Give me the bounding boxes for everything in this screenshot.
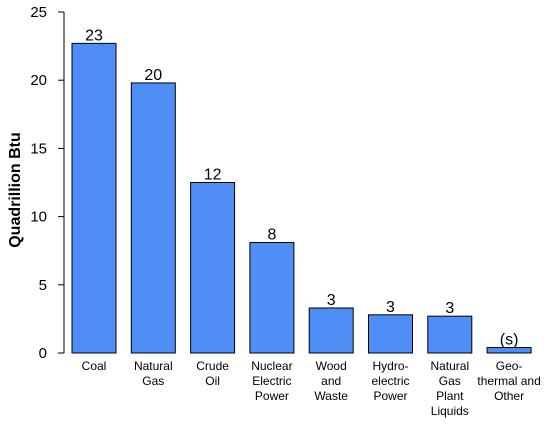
category-label: Natural Gas Plant Liquids [430, 359, 469, 418]
bar-value-label: 3 [386, 299, 395, 316]
category-label: Nuclear Electric Power [251, 359, 292, 403]
category-label-line: Natural [430, 359, 469, 373]
bar-value-label: 3 [445, 300, 454, 317]
y-tick-label: 0 [39, 345, 47, 362]
category-label-line: Coal [82, 359, 107, 373]
category-label-line: thermal and [477, 374, 540, 388]
y-axis-title: Quadrillion Btu [7, 132, 24, 248]
bar-value-label: 20 [144, 67, 162, 84]
bars [71, 42, 532, 354]
bar-value-label: 23 [85, 27, 103, 44]
category-label-line: Liquids [431, 404, 469, 418]
bar [71, 42, 117, 354]
category-label-line: Gas [439, 374, 461, 388]
category-label-line: Gas [142, 374, 164, 388]
bar [190, 182, 236, 354]
category-label-line: Crude [196, 359, 229, 373]
category-label-line: Oil [205, 374, 220, 388]
category-label-line: Power [255, 389, 289, 403]
y-tick-label: 15 [30, 140, 47, 157]
category-label: Coal [82, 359, 107, 373]
category-label-line: Geo- [496, 359, 523, 373]
bar [368, 314, 413, 354]
y-tick-label: 5 [39, 277, 47, 294]
bar-value-label: 8 [267, 227, 276, 244]
category-label-line: Plant [436, 389, 464, 403]
category-label-line: Power [373, 389, 407, 403]
y-tick-label: 20 [30, 72, 47, 89]
y-tick-label: 25 [30, 4, 47, 21]
bar-value-label: (s) [500, 332, 519, 349]
category-label-line: Waste [314, 389, 348, 403]
bar-value-label: 12 [204, 167, 222, 184]
category-label-line: Hydro- [372, 359, 408, 373]
category-label-line: Electric [252, 374, 291, 388]
category-label: Natural Gas [134, 359, 173, 388]
category-label: Wood and Waste [314, 359, 348, 403]
bar-value-label: 3 [327, 292, 336, 309]
y-axis: 0 5 10 15 20 25 [30, 4, 65, 362]
bar [130, 82, 176, 354]
y-tick-label: 10 [30, 209, 47, 226]
category-label-line: Other [494, 389, 524, 403]
category-label-line: Wood [316, 359, 347, 373]
category-label-line: Nuclear [251, 359, 292, 373]
category-label-line: Natural [134, 359, 173, 373]
category-label-line: electric [371, 374, 409, 388]
bar [249, 242, 295, 354]
bar [427, 315, 473, 354]
category-label: Hydro-electric Power [371, 359, 409, 403]
category-label: Crude Oil [196, 359, 229, 388]
category-label-line: and [321, 374, 341, 388]
value-labels: 23 20 12 8 3 3 3 (s) [85, 27, 518, 348]
bar [308, 307, 354, 354]
bar [486, 347, 532, 354]
category-label: Geo-thermal and Other [477, 359, 540, 403]
